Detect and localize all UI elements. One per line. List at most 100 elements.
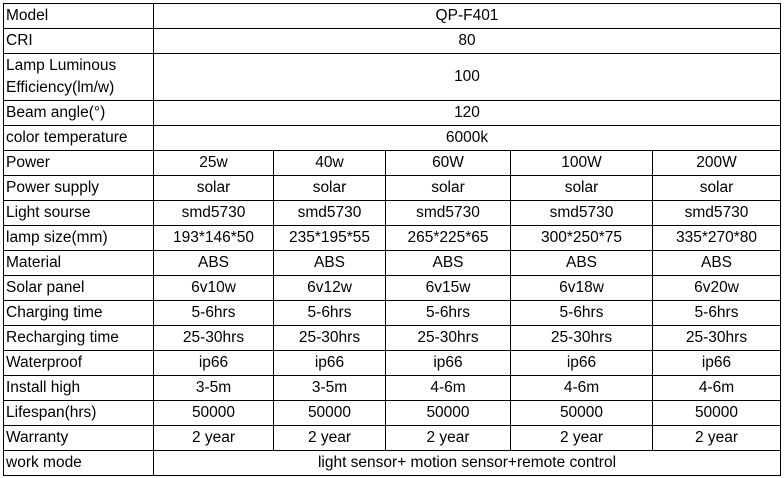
cell-value: 100 <box>153 53 781 101</box>
row-label: Lifespan(hrs) <box>3 400 154 426</box>
cell-value: light sensor+ motion sensor+remote contr… <box>153 450 781 476</box>
cell-value: ip66 <box>652 350 781 376</box>
cell-value: 6v15w <box>385 275 511 301</box>
row-label: Charging time <box>3 300 154 326</box>
cell-value: ABS <box>385 250 511 276</box>
row-label: work mode <box>3 450 154 476</box>
table-body: Model QP-F401 CRI 80 Lamp Luminous Efficienc… <box>3 3 781 476</box>
table-row: work mode light sensor+ motion sensor+rem… <box>3 450 781 476</box>
cell-value: ABS <box>652 250 781 276</box>
cell-value: 4-6m <box>652 375 781 401</box>
cell-value: ip66 <box>153 350 274 376</box>
table-row: Waterproof ip66 ip66 ip66 ip66 ip66 <box>3 350 781 376</box>
row-label: Waterproof <box>3 350 154 376</box>
cell-value: 193*146*50 <box>153 225 274 251</box>
table-row: Solar panel 6v10w 6v12w 6v15w 6v18w 6v20w <box>3 275 781 301</box>
table-row: lamp size(mm) 193*146*50 235*195*55 265*225… <box>3 225 781 251</box>
cell-value: smd5730 <box>273 200 386 226</box>
row-label: CRI <box>3 28 154 54</box>
cell-value: 25w <box>153 150 274 176</box>
row-label: Power supply <box>3 175 154 201</box>
cell-value: 80 <box>153 28 781 54</box>
spec-table: Model QP-F401 CRI 80 Lamp Luminous Efficienc… <box>3 3 781 476</box>
table-row: Warranty 2 year 2 year 2 year 2 year 2 year <box>3 425 781 451</box>
cell-value: 235*195*55 <box>273 225 386 251</box>
cell-value: 25-30hrs <box>510 325 653 351</box>
cell-value: 50000 <box>153 400 274 426</box>
cell-value: 5-6hrs <box>153 300 274 326</box>
cell-value: 60W <box>385 150 511 176</box>
cell-value: ip66 <box>273 350 386 376</box>
row-label: Material <box>3 250 154 276</box>
cell-value: solar <box>385 175 511 201</box>
row-label: Warranty <box>3 425 154 451</box>
cell-value: 5-6hrs <box>273 300 386 326</box>
cell-value: 6v10w <box>153 275 274 301</box>
cell-value: 300*250*75 <box>510 225 653 251</box>
cell-value: smd5730 <box>510 200 653 226</box>
cell-value: 3-5m <box>273 375 386 401</box>
cell-value: ip66 <box>510 350 653 376</box>
table-row: Power 25w 40w 60W 100W 200W <box>3 150 781 176</box>
cell-value: 40w <box>273 150 386 176</box>
table-row: Lifespan(hrs) 50000 50000 50000 50000 50000 <box>3 400 781 426</box>
row-label: Install high <box>3 375 154 401</box>
cell-value: 2 year <box>510 425 653 451</box>
cell-value: 6000k <box>153 125 781 151</box>
cell-value: 335*270*80 <box>652 225 781 251</box>
cell-value: 4-6m <box>510 375 653 401</box>
cell-value: 4-6m <box>385 375 511 401</box>
cell-value: 25-30hrs <box>273 325 386 351</box>
cell-value: solar <box>652 175 781 201</box>
table-row: Light sourse smd5730 smd5730 smd5730 smd5730… <box>3 200 781 226</box>
table-row: Charging time 5-6hrs 5-6hrs 5-6hrs 5-6hrs 5-6… <box>3 300 781 326</box>
cell-value: ip66 <box>385 350 511 376</box>
table-row: Lamp Luminous Efficiency(lm/w) 100 <box>3 53 781 101</box>
cell-value: 5-6hrs <box>385 300 511 326</box>
cell-value: 2 year <box>652 425 781 451</box>
cell-value: 2 year <box>153 425 274 451</box>
row-label: lamp size(mm) <box>3 225 154 251</box>
cell-value: solar <box>273 175 386 201</box>
row-label: Model <box>3 3 154 29</box>
cell-value: 200W <box>652 150 781 176</box>
cell-value: smd5730 <box>153 200 274 226</box>
cell-value: 25-30hrs <box>153 325 274 351</box>
cell-value: 50000 <box>652 400 781 426</box>
cell-value: 25-30hrs <box>385 325 511 351</box>
cell-value: 3-5m <box>153 375 274 401</box>
table-row: Material ABS ABS ABS ABS ABS <box>3 250 781 276</box>
cell-value: 120 <box>153 100 781 126</box>
cell-value: 2 year <box>385 425 511 451</box>
cell-value: solar <box>153 175 274 201</box>
row-label: Power <box>3 150 154 176</box>
cell-value: 6v20w <box>652 275 781 301</box>
table-row: color temperature 6000k <box>3 125 781 151</box>
cell-value: 25-30hrs <box>652 325 781 351</box>
cell-value: 50000 <box>385 400 511 426</box>
cell-value: ABS <box>273 250 386 276</box>
cell-value: ABS <box>510 250 653 276</box>
cell-value: 50000 <box>510 400 653 426</box>
cell-value: 2 year <box>273 425 386 451</box>
table-row: Model QP-F401 <box>3 3 781 29</box>
table-row: Power supply solar solar solar solar solar <box>3 175 781 201</box>
table-row: Install high 3-5m 3-5m 4-6m 4-6m 4-6m <box>3 375 781 401</box>
row-label: Light sourse <box>3 200 154 226</box>
cell-value: 265*225*65 <box>385 225 511 251</box>
table-row: Recharging time 25-30hrs 25-30hrs 25-30hrs 2… <box>3 325 781 351</box>
row-label: Beam angle(°) <box>3 100 154 126</box>
cell-value: 5-6hrs <box>510 300 653 326</box>
cell-value: 50000 <box>273 400 386 426</box>
cell-value: ABS <box>153 250 274 276</box>
row-label: Solar panel <box>3 275 154 301</box>
table-row: CRI 80 <box>3 28 781 54</box>
table-row: Beam angle(°) 120 <box>3 100 781 126</box>
cell-value: solar <box>510 175 653 201</box>
cell-value: 5-6hrs <box>652 300 781 326</box>
row-label: color temperature <box>3 125 154 151</box>
row-label: Recharging time <box>3 325 154 351</box>
row-label: Lamp Luminous Efficiency(lm/w) <box>3 53 154 101</box>
cell-value: 100W <box>510 150 653 176</box>
